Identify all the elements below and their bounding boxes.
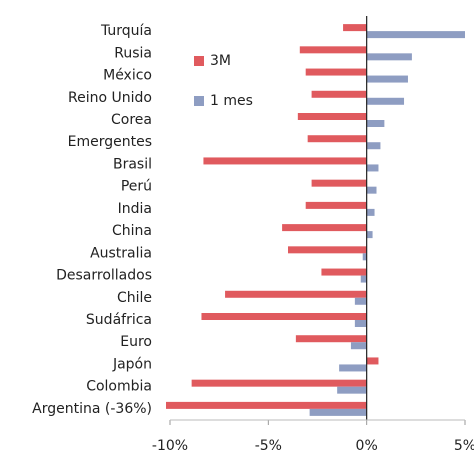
bar xyxy=(360,275,367,283)
y-tick-label: Australia xyxy=(90,245,152,261)
legend-label: 3M xyxy=(210,53,231,69)
bar xyxy=(297,113,367,120)
x-tick-label: -5% xyxy=(255,438,282,454)
bar xyxy=(288,246,367,254)
bar xyxy=(201,313,367,320)
y-tick-label: Rusia xyxy=(114,45,152,61)
y-tick-label: India xyxy=(118,201,152,217)
y-tick-label: China xyxy=(112,223,152,239)
y-tick-label: Chile xyxy=(117,290,152,306)
bar xyxy=(366,208,375,216)
y-tick-label: Brasil xyxy=(113,156,152,172)
y-tick-label: México xyxy=(103,68,152,84)
bar xyxy=(366,120,385,127)
bar xyxy=(366,31,465,39)
bar xyxy=(366,97,405,105)
y-tick-label: Turquía xyxy=(100,23,152,39)
bar xyxy=(282,224,367,232)
x-tick-label: 0% xyxy=(356,438,378,454)
bar xyxy=(166,401,367,409)
y-tick-label: Desarrollados xyxy=(56,268,152,284)
bar xyxy=(366,142,381,150)
bar xyxy=(366,53,412,61)
bar xyxy=(311,90,367,98)
bar xyxy=(309,408,367,416)
y-tick-label: Argentina (-36%) xyxy=(32,401,152,417)
y-tick-label: Corea xyxy=(111,112,152,128)
legend-label: 1 mes xyxy=(210,93,253,109)
bar xyxy=(203,157,367,165)
bar xyxy=(366,75,408,83)
bar xyxy=(321,268,367,276)
legend-swatch xyxy=(194,56,204,66)
x-tick-label: -10% xyxy=(152,438,188,454)
y-tick-label: Sudáfrica xyxy=(86,312,152,328)
bar xyxy=(354,297,367,305)
bar xyxy=(225,290,367,298)
bar xyxy=(295,335,367,343)
bar xyxy=(366,357,379,365)
bar xyxy=(307,135,367,143)
bar xyxy=(191,379,367,387)
bar xyxy=(305,68,367,76)
bar xyxy=(337,386,367,394)
y-tick-label: Euro xyxy=(120,334,152,350)
y-tick-label: Colombia xyxy=(86,379,152,395)
y-tick-label: Japón xyxy=(112,356,152,372)
x-tick-label: 5% xyxy=(454,438,474,454)
bar xyxy=(350,342,367,350)
y-tick-label: Reino Unido xyxy=(68,90,152,106)
bar xyxy=(362,253,367,261)
bar xyxy=(366,164,379,172)
bar xyxy=(305,201,367,209)
bar xyxy=(366,186,377,194)
plot-area xyxy=(166,24,465,416)
bar xyxy=(354,320,367,327)
y-tick-label: Emergentes xyxy=(68,134,152,150)
bar xyxy=(366,231,373,239)
bar xyxy=(311,179,367,187)
bar xyxy=(343,24,367,32)
bar xyxy=(339,364,367,372)
legend-swatch xyxy=(194,96,204,106)
y-tick-label: Perú xyxy=(121,179,152,195)
bar xyxy=(299,46,367,54)
